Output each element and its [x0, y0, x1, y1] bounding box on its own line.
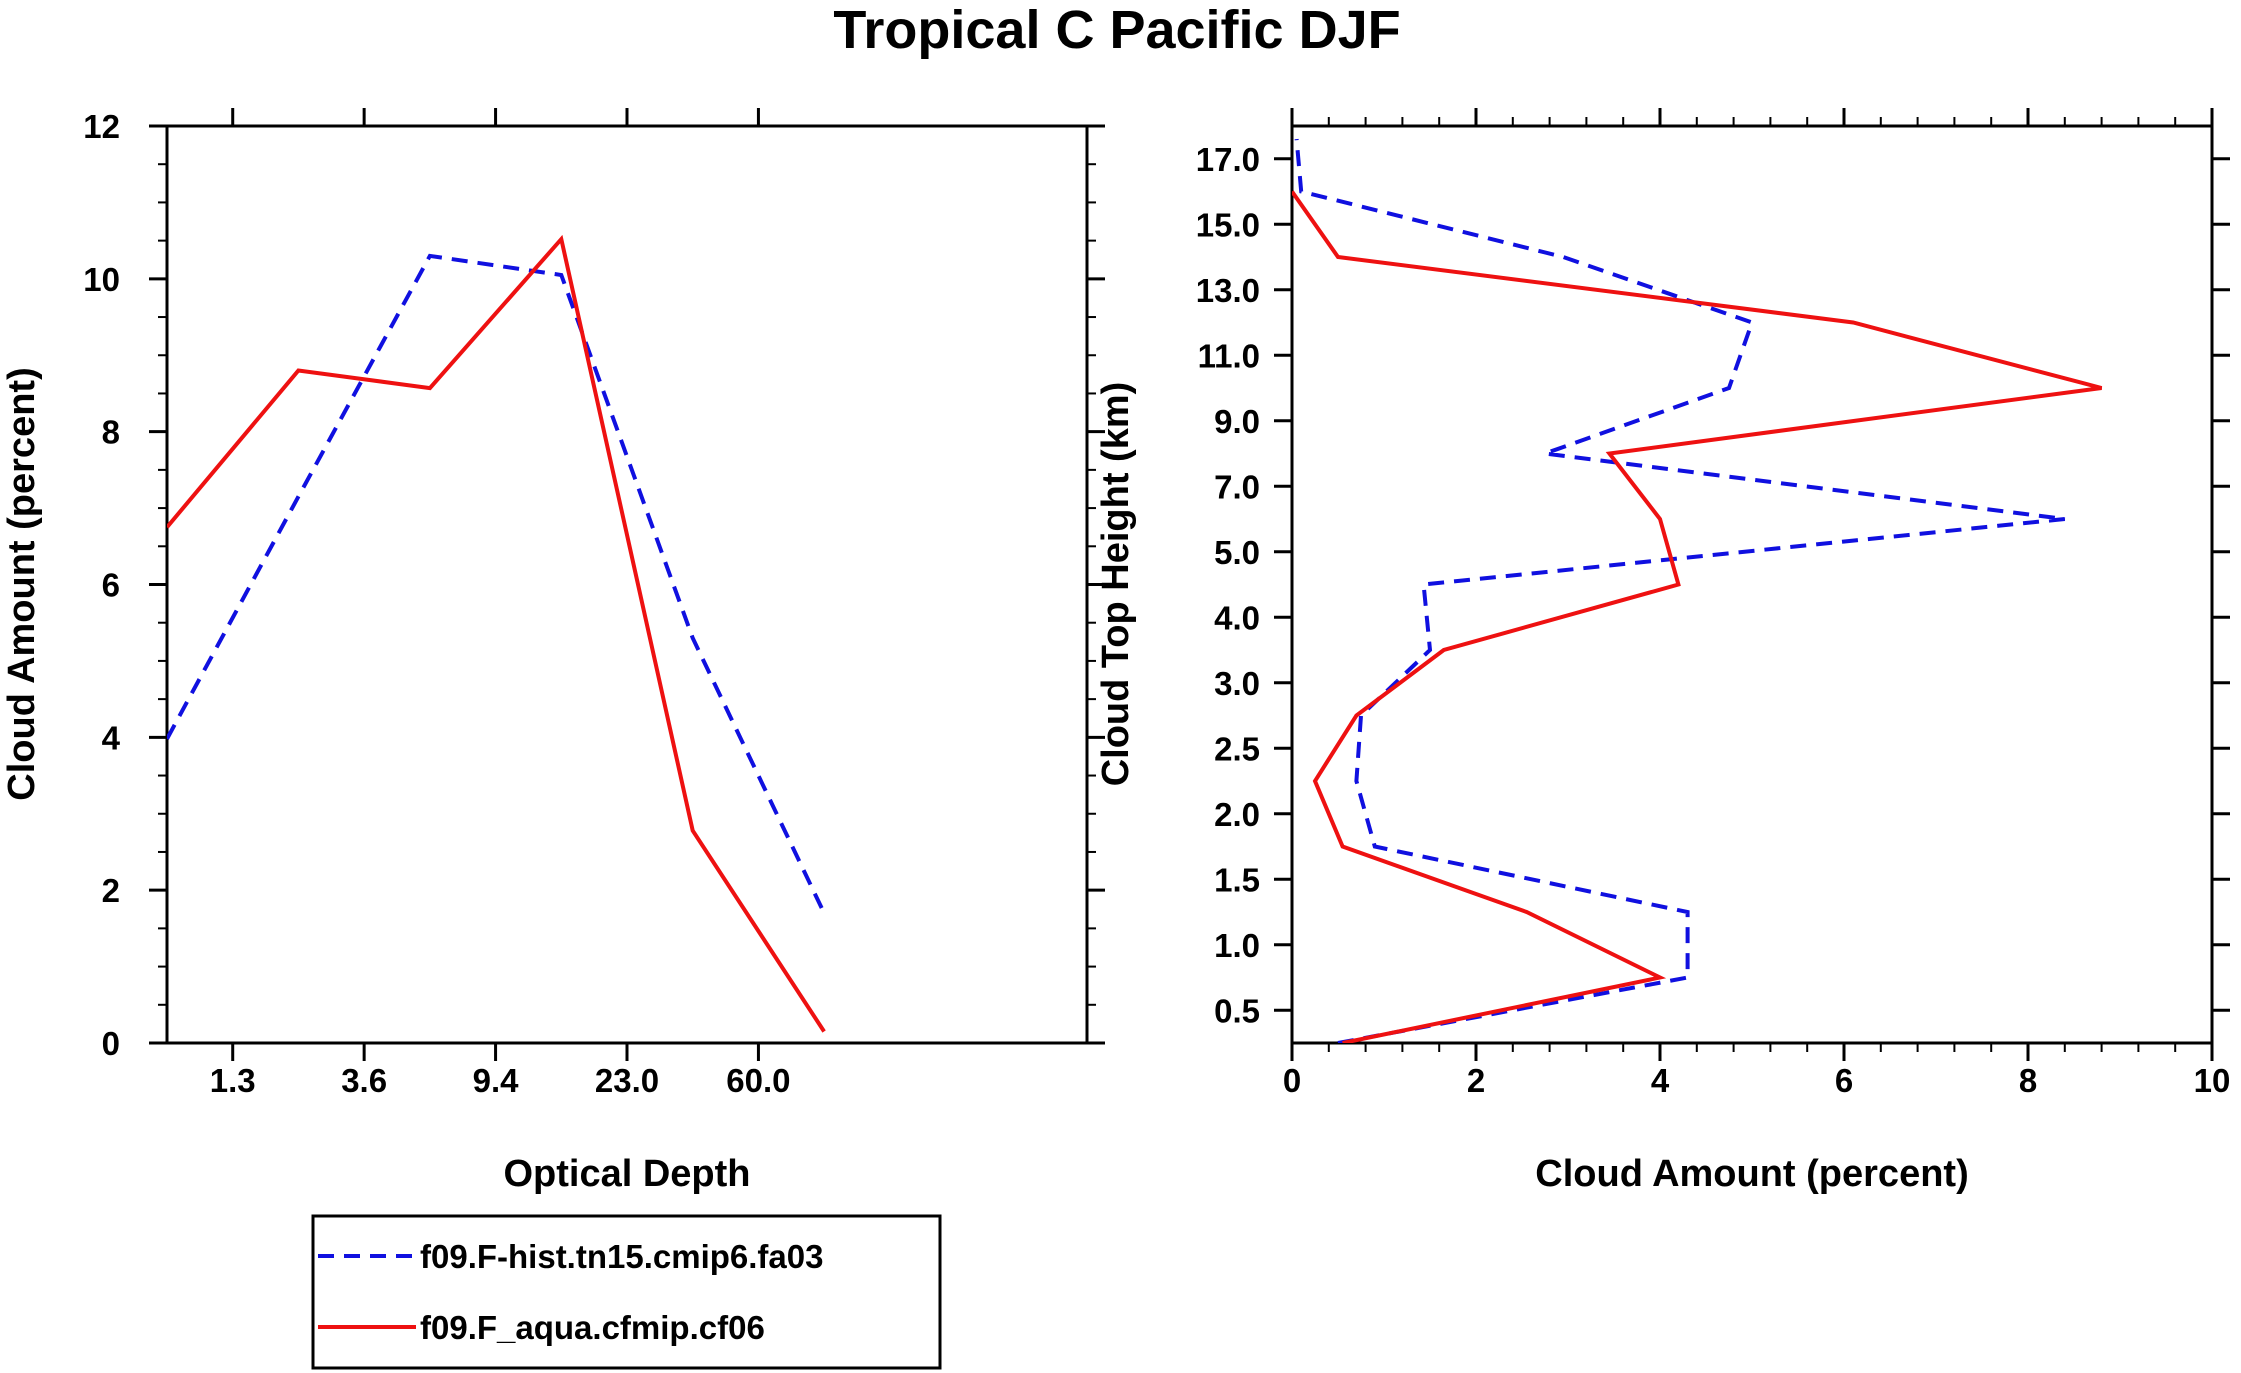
y-tick-label: 2.0 — [1214, 796, 1260, 833]
y-tick-label: 12 — [83, 108, 120, 145]
x-tick-label: 4 — [1651, 1062, 1670, 1099]
cloud-top-height-panel: 0 2 4 6 8 10 0.5 1.0 1.5 2.0 2.5 3.0 4.0 5.0 7.0 9.0 11.… — [1095, 108, 2230, 1195]
legend-label-series2: f09.F_aqua.cfmip.cf06 — [420, 1309, 765, 1346]
y-tick-label: 10 — [83, 261, 120, 298]
x-tick-label: 1.3 — [210, 1062, 256, 1099]
y-axis-label: Cloud Amount (percent) — [1, 367, 43, 800]
series-line-cf06 — [1292, 190, 2103, 1043]
chart-title: Tropical C Pacific DJF — [833, 0, 1400, 60]
y-tick-label: 6 — [102, 567, 120, 604]
y-tick-label: 2.5 — [1214, 730, 1260, 767]
legend: f09.F-hist.tn15.cmip6.fa03 f09.F_aqua.cf… — [311, 1214, 942, 1370]
x-tick-label: 9.4 — [473, 1062, 520, 1099]
plot-frame — [1290, 124, 2214, 1045]
x-axis-label: Cloud Amount (percent) — [1535, 1153, 1968, 1195]
x-tick-label: 23.0 — [595, 1062, 659, 1099]
y-axis-label: Cloud Top Height (km) — [1095, 382, 1137, 787]
x-tick-label: 60.0 — [726, 1062, 790, 1099]
plot-frame — [165, 124, 1089, 1045]
series-line-fa03 — [1294, 138, 2066, 1043]
y-tick-label: 9.0 — [1214, 403, 1260, 440]
series-line-fa03 — [167, 253, 826, 914]
y-tick-label: 13.0 — [1196, 272, 1260, 309]
x-tick-label: 8 — [2019, 1062, 2037, 1099]
series-line-cf06 — [167, 234, 826, 1033]
y-tick-label: 17.0 — [1196, 141, 1260, 178]
x-tick-label: 3.6 — [341, 1062, 387, 1099]
y-tick-label: 2 — [102, 872, 120, 909]
y-tick-label: 0 — [102, 1025, 120, 1062]
x-axis-label: Optical Depth — [503, 1153, 750, 1195]
y-tick-label: 3.0 — [1214, 665, 1260, 702]
y-tick-label: 1.0 — [1214, 927, 1260, 964]
y-tick-label: 0.5 — [1214, 992, 1260, 1029]
legend-label-series1: f09.F-hist.tn15.cmip6.fa03 — [420, 1238, 823, 1275]
y-tick-label: 4.0 — [1214, 599, 1260, 636]
legend-box — [311, 1214, 942, 1370]
x-tick-label: 6 — [1835, 1062, 1853, 1099]
x-tick-label: 10 — [2194, 1062, 2231, 1099]
y-tick-label: 8 — [102, 414, 120, 451]
y-tick-label: 7.0 — [1214, 468, 1260, 505]
x-tick-label: 0 — [1283, 1062, 1301, 1099]
y-tick-label: 11.0 — [1198, 337, 1260, 374]
y-tick-label: 1.5 — [1214, 861, 1260, 898]
y-tick-label: 15.0 — [1196, 206, 1260, 243]
y-tick-label: 4 — [102, 719, 121, 756]
x-tick-label: 2 — [1467, 1062, 1485, 1099]
optical-depth-panel: 1.3 3.6 9.4 23.0 60.0 0 2 4 6 8 10 12 Optical Depth C… — [1, 108, 1105, 1195]
y-tick-label: 5.0 — [1214, 534, 1260, 571]
